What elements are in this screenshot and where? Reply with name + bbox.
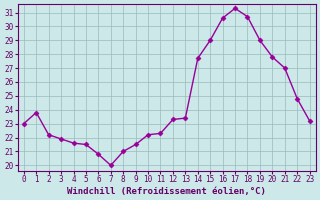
X-axis label: Windchill (Refroidissement éolien,°C): Windchill (Refroidissement éolien,°C) <box>67 187 266 196</box>
